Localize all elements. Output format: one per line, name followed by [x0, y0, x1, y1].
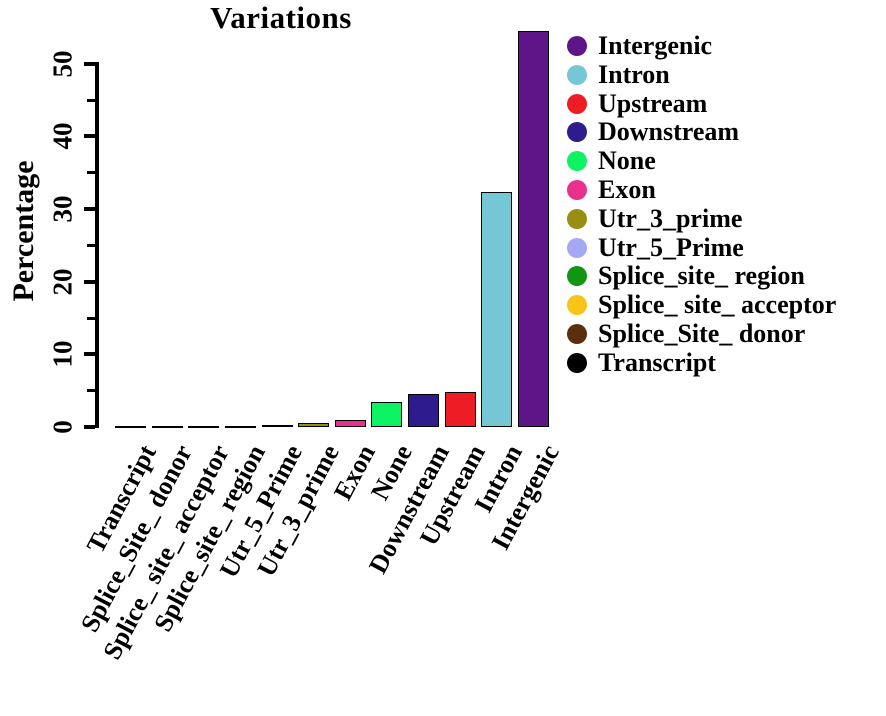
y-minor-tick: [87, 171, 95, 175]
bar: [481, 191, 513, 427]
bar: [334, 420, 366, 427]
legend-label: Splice_ site_ acceptor: [598, 290, 837, 320]
y-minor-tick: [87, 98, 95, 102]
y-axis-label: Percentage: [7, 160, 40, 302]
bar: [188, 425, 220, 428]
legend-dot: [567, 352, 587, 373]
legend-label: Transcript: [598, 347, 716, 377]
y-minor-tick: [87, 389, 95, 393]
y-minor-tick: [87, 316, 95, 320]
bar: [115, 425, 146, 428]
legend-label: Splice_site_ region: [598, 261, 805, 291]
bar: [298, 422, 330, 427]
legend-dot: [567, 295, 587, 316]
y-major-tick: [84, 207, 95, 212]
legend-dot: [567, 93, 587, 114]
legend-dot: [567, 208, 587, 229]
legend-label: Exon: [598, 175, 656, 204]
y-major-tick: [84, 352, 95, 357]
bar: [224, 425, 256, 428]
legend-dot: [567, 266, 587, 287]
y-tick-label: 40: [47, 122, 78, 150]
bar: [518, 31, 550, 427]
y-major-tick: [84, 425, 95, 429]
legend-dot: [567, 151, 587, 172]
legend-label: Downstream: [598, 117, 740, 147]
legend-dot: [567, 64, 587, 85]
legend-dot: [567, 180, 587, 200]
y-major-tick: [84, 61, 95, 66]
bar: [261, 425, 293, 428]
legend-label: Splice_Site_ donor: [598, 319, 806, 348]
legend-label: Upstream: [598, 88, 708, 118]
legend-label: Intron: [598, 59, 670, 89]
y-tick-label: 30: [47, 195, 78, 223]
legend-dot: [567, 122, 587, 143]
y-major-tick: [84, 134, 95, 139]
bar: [408, 394, 440, 427]
legend-dot: [567, 36, 587, 56]
legend-label: Utr_3_prime: [598, 203, 743, 233]
legend-dot: [567, 237, 587, 258]
legend-dot: [567, 324, 587, 344]
y-tick-label: 50: [47, 50, 78, 78]
bar: [444, 392, 476, 427]
y-axis-line: [95, 62, 99, 428]
chart-title: Variations: [210, 0, 352, 35]
y-minor-tick: [87, 243, 95, 247]
y-tick-label: 10: [47, 340, 78, 368]
bar: [151, 425, 183, 428]
y-tick-label: 0: [47, 420, 78, 434]
legend-label: Intergenic: [598, 31, 713, 60]
y-major-tick: [84, 279, 95, 284]
legend-label: Utr_5_Prime: [598, 232, 744, 262]
bar: [371, 402, 403, 427]
legend-label: None: [598, 146, 656, 176]
y-tick-label: 20: [47, 268, 78, 296]
